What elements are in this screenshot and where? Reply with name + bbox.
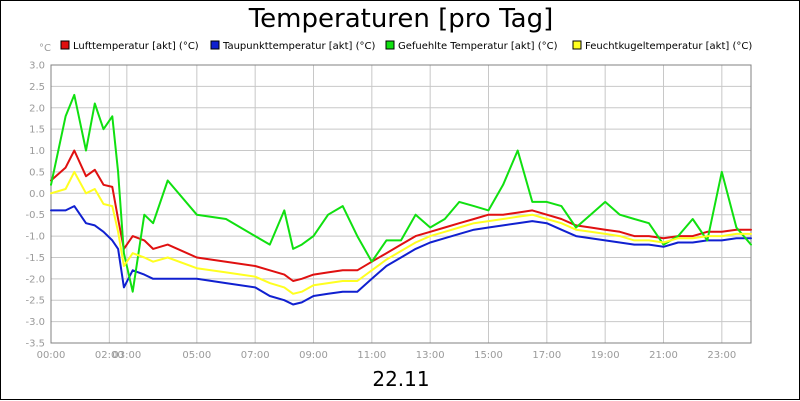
y-tick-label: 0.5 [29,167,45,178]
plot-border [50,64,752,344]
y-tick-label: -2.0 [25,274,45,285]
legend-swatch [385,40,395,50]
legend-label: Gefuehlte Temperatur [akt] (°C) [398,41,558,52]
series-line-1 [50,149,752,282]
x-tick-label: 11:00 [357,350,386,361]
y-tick-label: 2.0 [29,103,45,114]
x-tick-label: 19:00 [591,350,620,361]
x-tick-label: 00:00 [37,350,66,361]
y-tick-label: -0.5 [25,210,45,221]
legend-swatch [572,40,582,50]
legend-label: Lufttemperatur [akt] (°C) [73,41,199,52]
y-tick-label: -1.5 [25,253,45,264]
y-tick-label: 1.0 [29,146,45,157]
y-tick-label: 2.5 [29,82,45,93]
legend-swatch [210,40,220,50]
x-tick-label: 03:00 [112,350,141,361]
x-tick-label: 21:00 [649,350,678,361]
chart-title: Temperaturen [pro Tag] [248,4,554,34]
y-tick-label: -3.0 [25,317,45,328]
x-tick-label: 23:00 [707,350,736,361]
legend-label: Feuchtkugeltemperatur [akt] (°C) [585,41,752,52]
x-tick-label: 09:00 [299,350,328,361]
series-line-4 [50,170,752,295]
y-tick-label: 3.0 [29,61,45,72]
series-line-3 [50,93,752,293]
x-tick-label: 02:00 [95,350,124,361]
y-tick-label: -2.5 [25,296,45,307]
plot-area [51,65,751,343]
date-label: 22.11 [372,367,430,391]
x-tick-label: 15:00 [474,350,503,361]
x-tick-label: 07:00 [241,350,270,361]
x-tick-label: 13:00 [416,350,445,361]
x-tick-label: 17:00 [532,350,561,361]
y-tick-label: 1.5 [29,125,45,136]
y-tick-label: -3.5 [25,339,45,350]
legend-swatch [60,40,70,50]
y-axis-unit: °C [39,43,51,54]
x-tick-label: 05:00 [182,350,211,361]
y-tick-label: -1.0 [25,232,45,243]
series-line-2 [50,205,752,306]
y-tick-label: 0.0 [29,189,45,200]
legend-label: Taupunkttemperatur [akt] (°C) [222,41,375,52]
